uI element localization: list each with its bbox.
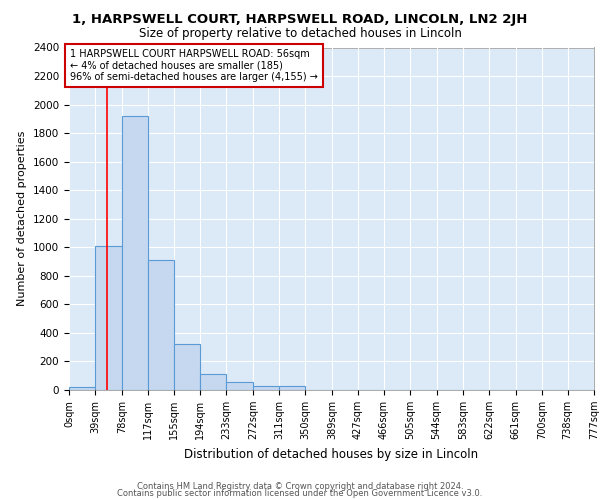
Bar — [122, 116, 148, 390]
Bar — [95, 246, 122, 390]
Bar — [174, 344, 200, 390]
Text: 1, HARPSWELL COURT, HARPSWELL ROAD, LINCOLN, LN2 2JH: 1, HARPSWELL COURT, HARPSWELL ROAD, LINC… — [73, 12, 527, 26]
Bar — [148, 260, 174, 390]
Y-axis label: Number of detached properties: Number of detached properties — [17, 131, 28, 306]
Bar — [253, 386, 279, 390]
X-axis label: Distribution of detached houses by size in Lincoln: Distribution of detached houses by size … — [184, 448, 479, 460]
Text: 1 HARPSWELL COURT HARPSWELL ROAD: 56sqm
← 4% of detached houses are smaller (185: 1 HARPSWELL COURT HARPSWELL ROAD: 56sqm … — [70, 49, 318, 82]
Bar — [69, 387, 95, 390]
Bar — [226, 382, 253, 390]
Text: Contains HM Land Registry data © Crown copyright and database right 2024.: Contains HM Land Registry data © Crown c… — [137, 482, 463, 491]
Text: Contains public sector information licensed under the Open Government Licence v3: Contains public sector information licen… — [118, 489, 482, 498]
Text: Size of property relative to detached houses in Lincoln: Size of property relative to detached ho… — [139, 28, 461, 40]
Bar — [200, 374, 226, 390]
Bar — [279, 386, 305, 390]
